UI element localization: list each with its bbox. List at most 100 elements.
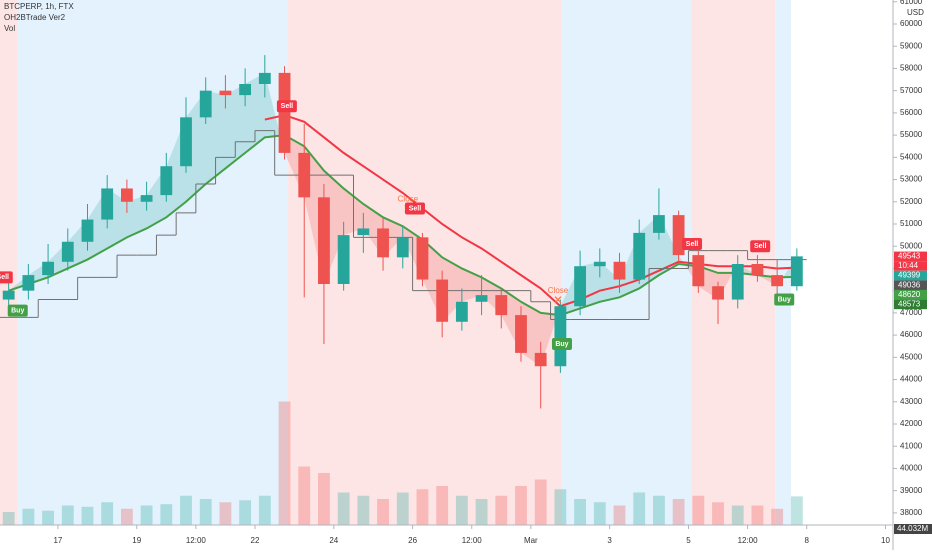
price-label: 48620 [898, 290, 921, 299]
time-axis-bg [0, 525, 893, 550]
volume-bar [101, 502, 114, 525]
signal-box [276, 100, 297, 113]
signal-label: Close [398, 195, 419, 204]
x-tick-label: 26 [408, 536, 417, 545]
volume-bar [337, 492, 350, 525]
candle-body [455, 301, 468, 322]
indicator-name: Vol [4, 24, 15, 33]
signal-label: Buy [778, 296, 791, 303]
candle-body [120, 188, 133, 202]
y-tick-label: 41000 [900, 441, 923, 450]
indicator-name: OH2BTrade Ver2 [4, 13, 66, 22]
candle-body [416, 237, 429, 280]
signal-label: Close [548, 286, 569, 295]
candle-body [790, 256, 803, 287]
volume-bar [2, 512, 15, 525]
signal-zone [0, 0, 18, 525]
signal-zone [692, 0, 776, 525]
candle-body [160, 166, 173, 196]
countdown: 10:44 [898, 261, 919, 270]
volume-bar [653, 495, 665, 525]
signal-box [774, 293, 795, 306]
y-tick-label: 39000 [900, 486, 923, 495]
volume-bar [258, 495, 271, 525]
x-tick-label: 12:00 [462, 536, 483, 545]
y-tick-label: 40000 [900, 464, 923, 473]
trend-fill [599, 261, 620, 302]
candle-body [42, 261, 54, 276]
candle-body [357, 228, 370, 236]
price-label-bg [894, 251, 927, 262]
volume-bar [357, 495, 370, 525]
y-tick-label: 58000 [900, 64, 923, 73]
volume-bar [278, 401, 291, 525]
candle-body [475, 295, 488, 302]
candle-body [219, 90, 232, 96]
volume-bar [377, 499, 389, 525]
volume-bar [239, 500, 252, 525]
price-label: 49036 [898, 280, 921, 289]
signal-label: Sell [754, 243, 767, 250]
countdown-bg [894, 261, 927, 271]
volume-bar [613, 505, 626, 525]
candle-body [751, 264, 764, 276]
candle-body [140, 195, 153, 202]
x-tick-label: 19 [132, 536, 141, 545]
x-tick-label: 12:00 [738, 536, 759, 545]
trend-fill [225, 84, 246, 169]
signal-box [404, 202, 425, 215]
candle-body [22, 275, 35, 291]
signal-label: Buy [555, 341, 568, 348]
candle-body [436, 279, 449, 322]
price-label-bg [894, 280, 927, 290]
y-tick-label: 45000 [900, 352, 923, 361]
candle-body [534, 352, 547, 367]
volume-bar [396, 492, 409, 525]
y-tick-label: 44000 [900, 375, 923, 384]
price-label-bg [894, 289, 927, 300]
candle-body [771, 275, 784, 287]
candle-body [180, 117, 192, 167]
candle-body [337, 235, 350, 284]
candle-body [81, 219, 94, 242]
y-tick-label: 59000 [900, 41, 923, 50]
volume-bar [515, 486, 527, 525]
x-tick-label: 3 [607, 536, 612, 545]
candle-body [61, 241, 74, 262]
x-tick-label: 12:00 [186, 536, 207, 545]
volume-bar [692, 495, 705, 525]
candle-body [2, 290, 15, 300]
candle-body [633, 232, 646, 280]
volume-bar [61, 505, 74, 525]
candle-body [298, 152, 311, 198]
price-label-bg [894, 270, 927, 281]
x-tick-label: 8 [804, 536, 809, 545]
candle-body [278, 72, 291, 153]
y-tick-label: 61000 [900, 0, 923, 6]
signal-label: Sell [0, 274, 9, 281]
y-tick-label: 54000 [900, 152, 923, 161]
x-tick-label: 22 [251, 536, 260, 545]
volume-bar [140, 505, 153, 525]
volume-bar [120, 508, 133, 525]
signal-label: Buy [11, 308, 24, 315]
signal-label: Sell [409, 205, 422, 212]
price-label-bg [894, 299, 927, 310]
x-tick-label: 5 [686, 536, 691, 545]
x-tick-label: 24 [329, 536, 338, 545]
y-tick-label: 52000 [900, 197, 923, 206]
volume-bar [495, 495, 508, 525]
signal-box [7, 304, 28, 317]
volume-bar [219, 502, 232, 525]
price-label: 49543 [898, 251, 921, 260]
y-tick-label: 42000 [900, 419, 923, 428]
signal-box [0, 271, 13, 284]
candle-body [574, 266, 587, 307]
y-tick-label: 38000 [900, 508, 923, 517]
candle-body [593, 261, 606, 267]
price-label: 48573 [898, 299, 921, 308]
y-tick-label: 56000 [900, 108, 923, 117]
y-tick-label: 53000 [900, 175, 923, 184]
volume-bar [42, 510, 54, 525]
